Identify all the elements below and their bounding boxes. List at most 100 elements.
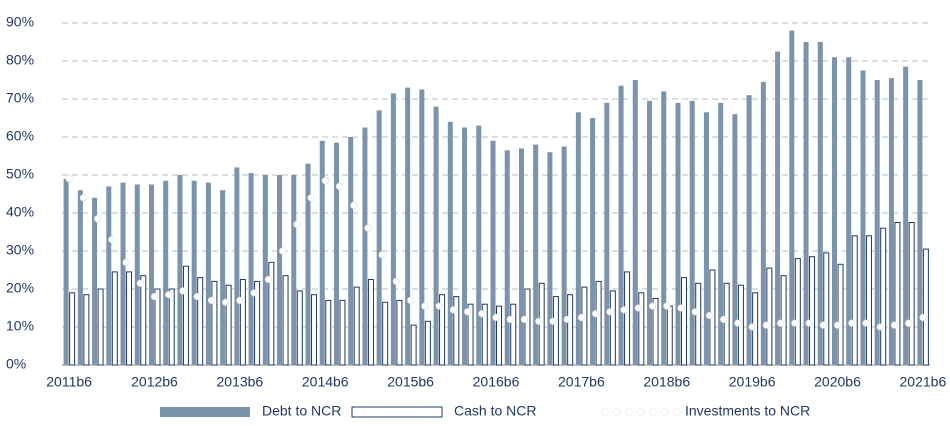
- dot: [193, 293, 201, 301]
- bar: [134, 184, 140, 365]
- bar: [823, 252, 830, 366]
- bar: [268, 261, 275, 366]
- legend-swatch: [661, 408, 669, 416]
- dot: [478, 310, 486, 318]
- bar: [789, 30, 795, 365]
- bar: [419, 89, 425, 365]
- bar: [311, 294, 318, 366]
- dot: [520, 315, 529, 324]
- bar: [689, 100, 695, 366]
- dot: [278, 247, 287, 255]
- bar: [467, 303, 474, 366]
- dot: [592, 310, 600, 318]
- legend-swatch: [613, 408, 621, 416]
- bar: [760, 81, 766, 366]
- bar: [567, 294, 574, 366]
- bar: [595, 280, 602, 366]
- dot: [463, 308, 472, 316]
- dot: [677, 304, 685, 312]
- bar: [481, 303, 488, 366]
- x-tick-label: 2021b6: [900, 374, 947, 390]
- bar: [533, 144, 539, 365]
- bar: [282, 275, 289, 366]
- bar: [888, 78, 894, 365]
- dot: [136, 279, 144, 287]
- bar: [661, 91, 667, 366]
- bar: [766, 267, 773, 366]
- bar: [695, 282, 702, 366]
- bar: [590, 118, 596, 365]
- bar: [903, 66, 909, 365]
- bar: [447, 121, 453, 365]
- bar: [120, 182, 126, 365]
- y-tick-label: 30%: [6, 242, 34, 258]
- bar: [111, 271, 118, 366]
- dot: [705, 312, 714, 320]
- dot: [165, 291, 173, 299]
- bar: [846, 57, 852, 365]
- bar: [746, 95, 752, 365]
- bar: [148, 184, 154, 365]
- dot: [207, 296, 216, 305]
- bar: [453, 296, 460, 366]
- bar: [92, 197, 98, 365]
- dot: [222, 298, 230, 306]
- bar: [396, 299, 403, 366]
- bar: [618, 85, 624, 365]
- dot: [905, 319, 913, 327]
- bar: [703, 112, 709, 365]
- bar: [205, 182, 211, 365]
- legend-swatch: [649, 408, 657, 416]
- bar: [77, 190, 83, 365]
- bar: [424, 320, 431, 366]
- dot: [720, 315, 728, 324]
- bar: [333, 142, 339, 365]
- dot: [378, 251, 386, 259]
- bar: [524, 288, 531, 366]
- bar: [561, 146, 567, 365]
- bar: [376, 110, 382, 366]
- dot: [691, 308, 699, 316]
- dot: [335, 182, 344, 190]
- dot: [179, 287, 187, 295]
- dot: [506, 315, 514, 324]
- bar: [666, 305, 673, 366]
- bar: [817, 42, 823, 365]
- dot: [577, 313, 585, 322]
- x-tick-label: 2019b6: [729, 374, 776, 390]
- bar: [367, 279, 374, 366]
- bar: [197, 277, 204, 366]
- bar: [439, 294, 446, 366]
- dot: [634, 304, 642, 312]
- bar: [880, 227, 887, 366]
- legend-label: Debt to NCR: [262, 403, 341, 419]
- dot: [492, 313, 500, 322]
- bar: [262, 175, 268, 365]
- bar: [319, 140, 325, 365]
- dot: [108, 236, 116, 244]
- dot: [620, 306, 628, 314]
- bar: [348, 137, 354, 365]
- bar: [496, 305, 502, 366]
- legend-swatch: [601, 408, 609, 416]
- y-tick-label: 80%: [6, 52, 34, 68]
- bar: [83, 294, 90, 366]
- bar: [325, 299, 332, 366]
- bar: [723, 282, 730, 366]
- bar: [803, 42, 809, 365]
- bar: [390, 93, 396, 366]
- legend-label: Cash to NCR: [454, 403, 536, 419]
- bar: [97, 288, 104, 366]
- dot: [549, 317, 557, 325]
- bar: [254, 280, 261, 366]
- x-tick-label: 2016b6: [473, 374, 520, 390]
- bar: [382, 301, 389, 366]
- bar: [277, 175, 283, 365]
- bar: [296, 290, 303, 366]
- legend-label: Investments to NCR: [685, 403, 810, 419]
- legend-swatch: [673, 408, 681, 416]
- dot: [435, 302, 443, 310]
- dot: [734, 319, 742, 327]
- bar: [581, 286, 588, 366]
- bar: [874, 80, 880, 365]
